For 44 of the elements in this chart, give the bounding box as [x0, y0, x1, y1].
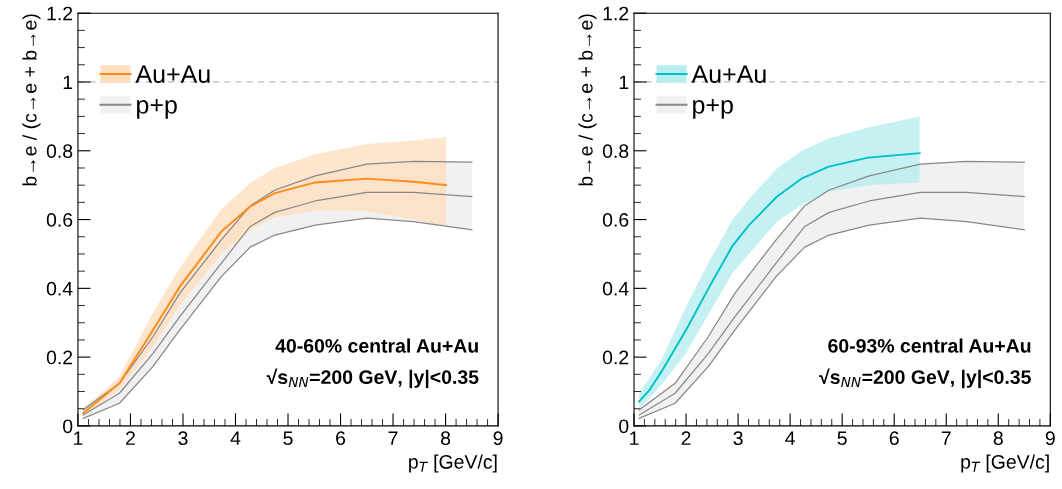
y-tick-label: 1 [619, 75, 629, 90]
y-tick-label: 1 [63, 75, 73, 90]
y-tick-label: 0 [63, 419, 73, 434]
y-tick-label: 0.8 [46, 144, 73, 159]
x-tick-label: 2 [681, 431, 691, 445]
y-tick-label: 0.6 [46, 213, 73, 227]
x-tick-label: 8 [993, 431, 1003, 446]
x-tick-label: 4 [785, 431, 795, 445]
x-tick-label: 3 [178, 431, 188, 446]
y-tick-label: 0.2 [602, 350, 629, 365]
annotation: 60-93% central Au+Au [828, 338, 1031, 353]
x-tick-label: 3 [733, 431, 743, 446]
y-tick-label: 0.6 [602, 213, 629, 227]
x-tick-label: 1 [630, 431, 639, 445]
y-tick-label: 0 [619, 419, 629, 434]
annotation: √s$_{NN}$=200 GeV, |y|<0.35 [266, 368, 479, 389]
y-tick-label: 1.2 [603, 6, 629, 21]
x-tick-label: 7 [388, 431, 398, 445]
y-axis-title: b→e / (c→e + b→e) [22, 14, 41, 186]
x-tick-label: 9 [1045, 431, 1055, 446]
x-axis-title: p$_{T}$ [GeV/c] [961, 454, 1049, 473]
x-tick-label: 2 [126, 431, 135, 445]
x-tick-label: 5 [283, 431, 293, 446]
y-axis-title: b→e / (c→e + b→e) [578, 14, 597, 186]
x-axis-title: p$_{T}$ [GeV/c] [409, 454, 497, 473]
x-tick-label: 9 [493, 431, 503, 446]
y-tick-label: 1.2 [47, 6, 73, 21]
legend-label: Au+Au [691, 65, 766, 83]
y-tick-label: 0.4 [46, 281, 73, 296]
x-tick-label: 6 [889, 431, 899, 446]
y-tick-label: 0.4 [602, 281, 629, 296]
x-tick-label: 6 [336, 431, 346, 446]
x-tick-label: 7 [941, 431, 951, 445]
x-tick-label: 5 [837, 431, 847, 446]
legend-label: Au+Au [135, 65, 210, 83]
legend-label: p+p [137, 99, 177, 119]
x-tick-label: 4 [230, 431, 241, 445]
y-tick-label: 0.8 [602, 144, 629, 159]
y-tick-label: 0.2 [46, 350, 73, 365]
x-tick-label: 1 [74, 431, 83, 445]
annotation: 40-60% central Au+Au [275, 338, 478, 353]
annotation: √s$_{NN}$=200 GeV, |y|<0.35 [819, 368, 1031, 389]
legend-label: p+p [693, 99, 733, 119]
x-tick-label: 8 [441, 431, 451, 446]
